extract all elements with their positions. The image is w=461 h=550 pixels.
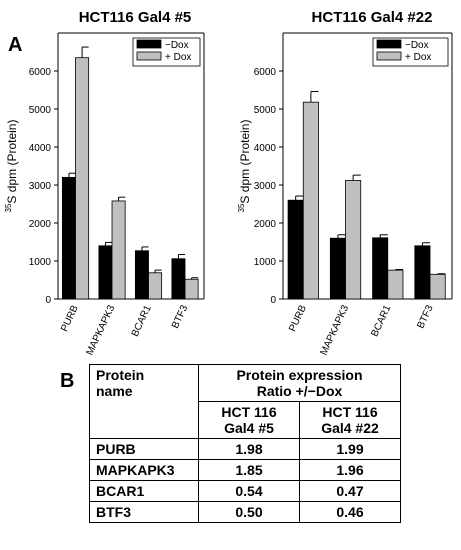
- x-tick-label: BTF3: [415, 303, 435, 330]
- legend-label: −Dox: [165, 40, 189, 51]
- legend-label: + Dox: [165, 52, 191, 63]
- x-tick-label: MAPKAPK3: [318, 303, 351, 357]
- row-protein-name: BCAR1: [89, 480, 199, 502]
- y-tick-label: 2000: [29, 219, 52, 230]
- bar-minus-dox: [372, 237, 389, 300]
- table-header-row: Protein name Protein expression Ratio +/…: [89, 364, 401, 439]
- y-tick-label: 0: [45, 295, 51, 306]
- y-tick-label: 5000: [254, 105, 277, 116]
- y-axis-label-superscript: 35: [237, 203, 246, 212]
- bar-minus-dox: [61, 176, 76, 300]
- y-tick-label: 6000: [254, 67, 277, 78]
- row-protein-name: MAPKAPK3: [89, 459, 199, 481]
- legend-label: + Dox: [405, 52, 431, 63]
- ratio-table-container: Protein name Protein expression Ratio +/…: [89, 364, 401, 523]
- chart-title: HCT116 Gal4 #22: [312, 9, 433, 26]
- x-tick-label: BCAR1: [130, 303, 154, 338]
- row-ratio-gal4-22: 0.47: [299, 480, 401, 502]
- panel-label-a: A: [8, 34, 23, 56]
- row-ratio-gal4-5: 0.54: [198, 480, 300, 502]
- chart-2: HCT116 Gal4 #22 35S dpm (Protein) 0 1000 200…: [237, 9, 453, 357]
- row-ratio-gal4-5: 1.98: [198, 438, 300, 460]
- y-tick-label: 0: [270, 295, 276, 306]
- bar-plus-dox: [75, 57, 90, 300]
- chart-title: HCT116 Gal4 #5: [79, 9, 192, 26]
- legend-label: −Dox: [405, 40, 429, 51]
- y-axis-label: 35S dpm (Protein): [237, 120, 252, 213]
- x-tick-label: PURB: [287, 303, 309, 333]
- row-protein-name: BTF3: [89, 501, 199, 523]
- y-axis-label: 35S dpm (Protein): [4, 120, 19, 213]
- table-row: MAPKAPK3 1.85 1.96: [89, 459, 401, 481]
- y-tick-label: 1000: [254, 257, 277, 268]
- table-row: BCAR1 0.54 0.47: [89, 480, 401, 502]
- chart-1: HCT116 Gal4 #5 35S dpm (Protein) 0 1000 2000…: [4, 9, 205, 357]
- x-tick-label: BTF3: [170, 303, 190, 330]
- y-tick-label: 3000: [254, 181, 277, 192]
- legend: −Dox+ Dox: [132, 37, 201, 67]
- y-tick-label: 4000: [254, 143, 277, 154]
- legend-swatch: [136, 51, 162, 61]
- y-tick-label: 5000: [29, 105, 52, 116]
- y-tick-label: 4000: [29, 143, 52, 154]
- ratio-table: Protein name Protein expression Ratio +/…: [89, 364, 401, 523]
- x-tick-label: BCAR1: [369, 303, 393, 338]
- row-ratio-gal4-5: 1.85: [198, 459, 300, 481]
- bar-minus-dox: [329, 237, 346, 300]
- y-tick-label: 1000: [29, 257, 52, 268]
- bar-plus-dox: [302, 101, 319, 300]
- row-ratio-gal4-5: 0.50: [198, 501, 300, 523]
- row-ratio-gal4-22: 0.46: [299, 501, 401, 523]
- ratio-group-header: Protein expression Ratio +/−Dox: [198, 364, 401, 402]
- bar-minus-dox: [98, 245, 113, 300]
- table-row: BTF3 0.50 0.46: [89, 501, 401, 523]
- col-header-gal4-22: HCT 116 Gal4 #22: [299, 401, 401, 439]
- protein-name-header: Protein name: [89, 364, 199, 439]
- y-tick-label: 3000: [29, 181, 52, 192]
- legend-swatch: [376, 51, 402, 61]
- y-tick-label: 2000: [254, 219, 277, 230]
- table-row: PURB 1.98 1.99: [89, 438, 401, 460]
- col-header-gal4-5: HCT 116 Gal4 #5: [198, 401, 300, 439]
- bar-minus-dox: [287, 199, 304, 300]
- y-axis-label-text: S dpm (Protein): [238, 120, 252, 204]
- bar-plus-dox: [429, 273, 446, 300]
- bar-minus-dox: [134, 250, 149, 300]
- y-axis-label-text: S dpm (Protein): [5, 120, 19, 204]
- legend-swatch: [136, 39, 162, 49]
- y-axis-label-superscript: 35: [4, 203, 13, 212]
- legend: −Dox+ Dox: [372, 37, 449, 67]
- row-ratio-gal4-22: 1.96: [299, 459, 401, 481]
- bar-plus-dox: [148, 272, 163, 300]
- table-subheader-row: HCT 116 Gal4 #5 HCT 116 Gal4 #22: [90, 401, 401, 439]
- bar-plus-dox: [345, 180, 362, 300]
- legend-swatch: [376, 39, 402, 49]
- y-tick-label: 6000: [29, 67, 52, 78]
- bar-plus-dox: [184, 278, 199, 300]
- bar-plus-dox: [111, 200, 126, 300]
- bar-minus-dox: [414, 245, 431, 300]
- x-tick-label: PURB: [59, 303, 81, 333]
- row-ratio-gal4-22: 1.99: [299, 438, 401, 460]
- panel-label-b: B: [60, 370, 75, 392]
- x-tick-label: MAPKAPK3: [85, 303, 118, 357]
- bar-plus-dox: [387, 269, 404, 300]
- bar-minus-dox: [171, 258, 186, 300]
- row-protein-name: PURB: [89, 438, 199, 460]
